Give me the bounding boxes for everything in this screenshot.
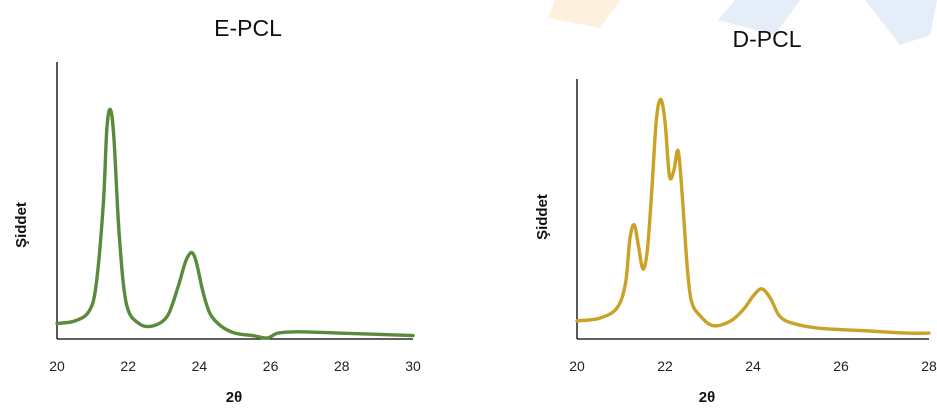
x-tick-labels: 20 22 24 26 28	[569, 358, 937, 374]
series-line-0	[55, 107, 415, 340]
x-tick-label: 26	[263, 358, 279, 374]
chart-title: D-PCL	[732, 26, 801, 52]
x-tick-label: 24	[192, 358, 208, 374]
x-tick-label: 26	[833, 358, 849, 374]
x-tick-label: 20	[569, 358, 585, 374]
x-tick-label: 30	[405, 358, 421, 374]
x-tick-label: 24	[745, 358, 761, 374]
x-tick-label: 28	[334, 358, 350, 374]
x-tick-label: 28	[921, 358, 937, 374]
x-tick-labels: 20 22 24 26 28 30	[49, 358, 421, 374]
chart-title: E-PCL	[214, 15, 282, 41]
x-axis-label: 2θ	[699, 389, 715, 406]
x-tick-label: 20	[49, 358, 65, 374]
y-axis-label: Şiddet	[13, 202, 30, 248]
plot-marks	[575, 97, 931, 335]
d-pcl-chart: D-PCL 20 22 24 26 28 2θ Şiddet	[534, 26, 937, 406]
x-tick-label: 22	[657, 358, 673, 374]
plot-marks	[55, 107, 415, 340]
series-line-0	[575, 97, 931, 335]
x-axis-label: 2θ	[226, 389, 242, 406]
x-tick-label: 22	[120, 358, 136, 374]
y-axis-label: Şiddet	[534, 194, 551, 240]
e-pcl-chart: E-PCL 20 22 24 26 28 30 2θ Şiddet	[13, 15, 421, 406]
